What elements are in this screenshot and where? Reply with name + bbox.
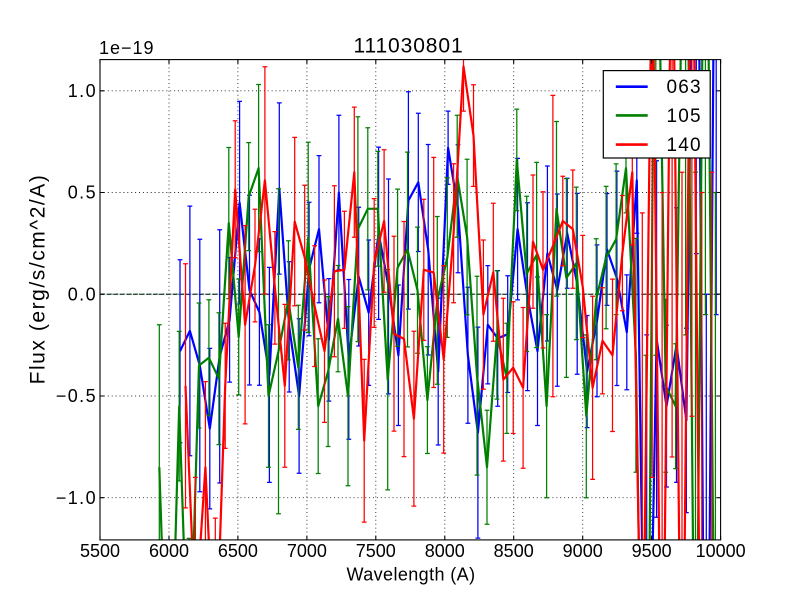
- svg-text:0.5: 0.5: [68, 183, 97, 203]
- svg-text:8000: 8000: [425, 541, 465, 561]
- svg-text:7000: 7000: [287, 541, 327, 561]
- svg-text:6500: 6500: [218, 541, 258, 561]
- svg-text:Wavelength (A): Wavelength (A): [347, 565, 476, 585]
- svg-text:1e−19: 1e−19: [99, 38, 155, 58]
- svg-text:9500: 9500: [632, 541, 672, 561]
- svg-text:Flux (erg/s/cm^2/A): Flux (erg/s/cm^2/A): [27, 174, 50, 385]
- svg-text:5500: 5500: [80, 541, 120, 561]
- svg-text:0.0: 0.0: [68, 284, 97, 304]
- svg-text:063: 063: [667, 77, 702, 98]
- svg-text:105: 105: [667, 106, 702, 127]
- svg-text:140: 140: [667, 135, 702, 156]
- svg-text:−0.5: −0.5: [56, 386, 97, 406]
- svg-text:7500: 7500: [356, 541, 396, 561]
- svg-text:−1.0: −1.0: [56, 488, 97, 508]
- svg-text:1.0: 1.0: [68, 81, 97, 101]
- svg-text:9000: 9000: [563, 541, 603, 561]
- svg-text:111030801: 111030801: [353, 34, 463, 57]
- svg-text:10000: 10000: [696, 541, 746, 561]
- svg-text:6000: 6000: [149, 541, 189, 561]
- svg-text:8500: 8500: [494, 541, 534, 561]
